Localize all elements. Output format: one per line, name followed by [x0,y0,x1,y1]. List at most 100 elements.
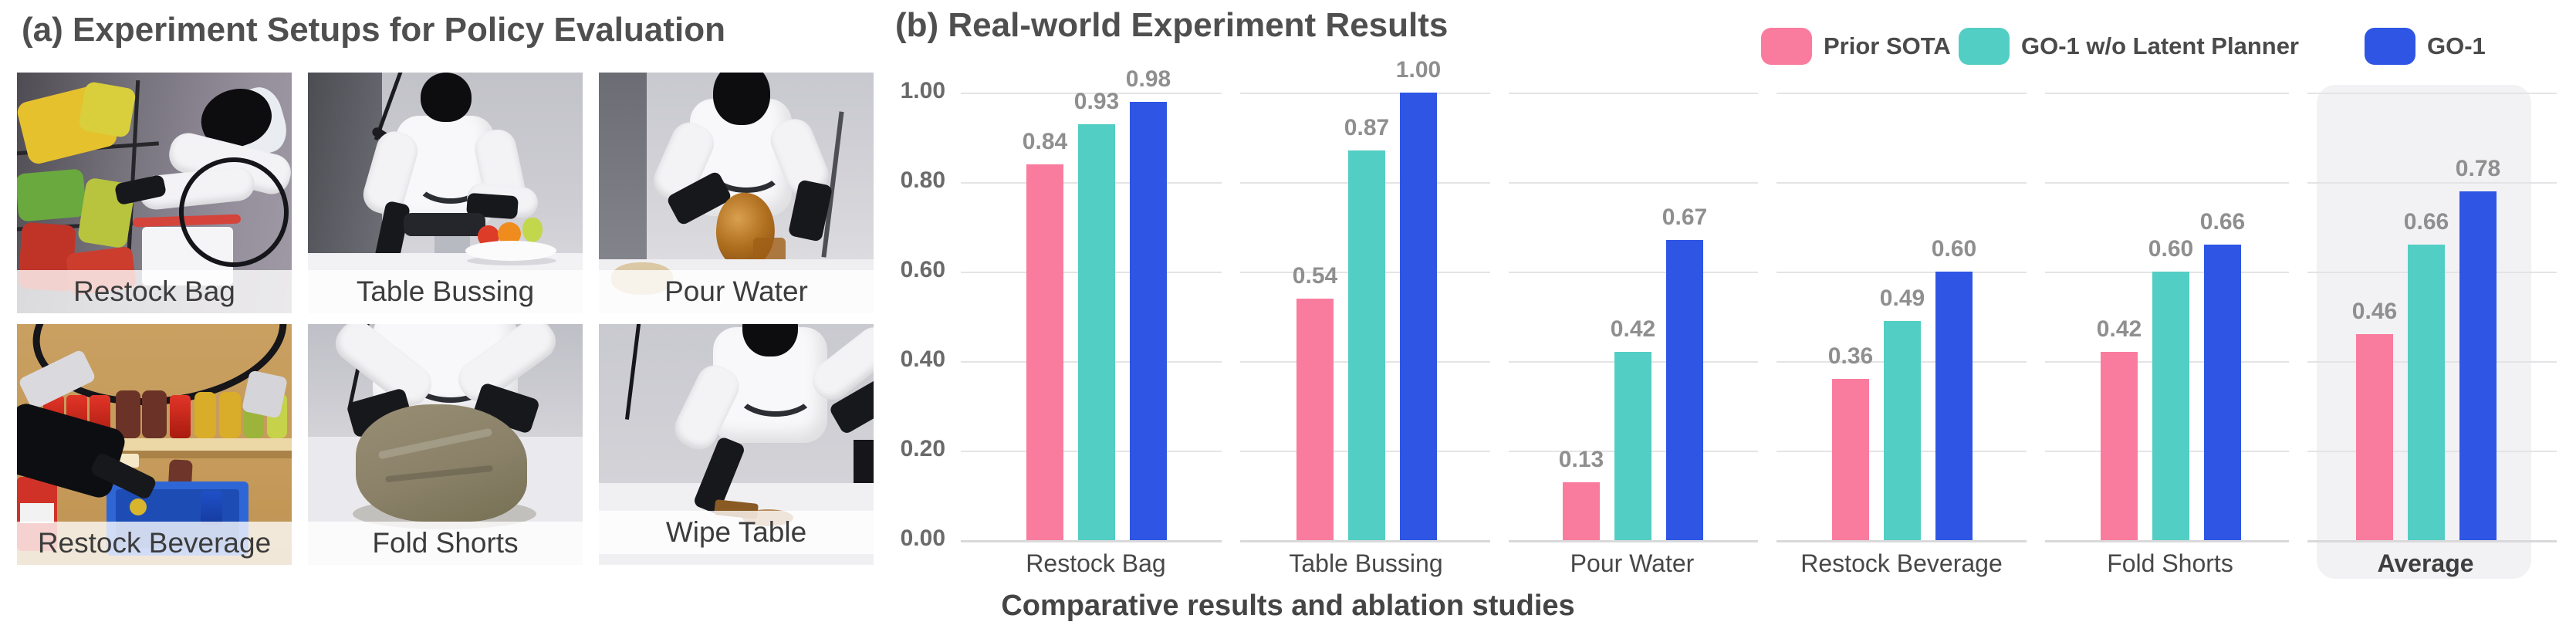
bar-restock-bag [1026,164,1063,540]
robot-chest-arc [708,147,784,193]
bar-value-label: 0.93 [1073,89,1120,114]
shorts-shape [356,404,527,522]
photo-table-bussing: Table Bussing [308,73,583,313]
y-axis-tick: 0.40 [900,346,945,372]
can-label [20,503,54,523]
bar-value-label: 0.42 [1610,316,1656,342]
bar-fold-shorts [2152,272,2189,540]
gridline [1776,272,2027,273]
gridline [1776,540,2027,542]
plot-area: 1.00 0.80 0.60 0.40 0.20 0.00 0.84 0.93 0.98 Rest… [901,57,2557,577]
beverage-can [170,395,191,438]
bar-value-label: 0.98 [1125,66,1171,92]
legend-swatch-go1-wo-latent-planner [1959,28,2010,65]
gridline [2045,540,2289,542]
bar-table-bussing [1348,150,1385,540]
bar-value-label: 0.66 [2403,209,2449,235]
bar-table-bussing [1400,93,1437,540]
mic-stand [624,324,642,420]
robot-waist-band [404,213,485,236]
gridline [2307,93,2557,94]
y-axis-tick: 0.00 [900,525,945,551]
y-axis-tick: 0.20 [900,436,945,461]
robot-chest-arc [735,367,816,417]
bar-value-label: 0.66 [2199,209,2246,235]
gridline [1508,540,1758,542]
y-axis-tick: 0.60 [900,257,945,282]
legend-swatch-go1 [2365,28,2415,65]
figure-caption: Comparative results and ablation studies [1001,590,1575,622]
legend-item-prior-sota: Prior SOTA [1761,28,1951,65]
photo-pour-water: Pour Water [599,73,874,313]
legend-label: GO-1 [2427,32,2486,59]
bar-value-label: 0.13 [1558,447,1604,472]
bar-value-label: 0.42 [2096,316,2142,342]
bar-fold-shorts [2204,245,2241,540]
bar-value-label: 0.36 [1827,343,1874,369]
photo-restock-bag: Restock Bag [17,73,292,313]
bar-value-label: 0.87 [1344,115,1390,140]
gridline [1240,540,1490,542]
bar-average [2356,334,2393,540]
legend-label: Prior SOTA [1824,32,1951,59]
gridline [2045,182,2289,184]
y-axis-tick: 0.80 [900,167,945,193]
fruit-bowl [465,241,556,261]
bar-restock-beverage [1832,379,1869,540]
photo-fold-shorts: Fold Shorts [308,324,583,565]
bar-pour-water [1563,482,1600,540]
bar-average [2408,245,2445,540]
x-axis-label: Table Bussing [1289,549,1443,577]
photo-label: Table Bussing [308,270,583,313]
fruit-pear [522,218,543,242]
bar-restock-beverage [1935,272,1973,540]
bar-table-bussing [1296,299,1334,540]
photo-label: Fold Shorts [308,522,583,565]
panel-b-title: (b) Real-world Experiment Results [895,6,1449,44]
snack-bag-shape [17,168,87,222]
x-axis-label: Pour Water [1570,549,1695,577]
bar-value-label: 0.60 [2148,236,2194,262]
beverage-bottle [194,392,216,438]
bar-value-label: 0.49 [1879,286,1925,311]
photo-label: Restock Bag [17,270,292,313]
experiment-photo-grid: Restock Bag Table Bussing [17,73,874,565]
photo-label: Wipe Table [599,511,874,554]
gridline [2045,93,2289,94]
photo-label: Restock Beverage [17,522,292,565]
beverage-bottle [219,392,241,438]
bar-pour-water [1614,352,1651,540]
bar-value-label: 1.00 [1395,57,1442,83]
bar-restock-bag [1130,102,1167,540]
bar-average [2459,191,2497,540]
x-axis-label: Restock Beverage [1800,549,2003,577]
legend-item-go1: GO-1 [2365,28,2486,65]
pepsi-can [201,491,222,525]
legend-label: GO-1 w/o Latent Planner [2021,32,2299,59]
gridline [961,540,1222,542]
gridline [961,93,1222,94]
gridline [2307,540,2557,542]
gridline [1508,93,1758,94]
legend-swatch-prior-sota [1761,28,1812,65]
gridline [1508,182,1758,184]
gridline [1776,93,2027,94]
gridline [1508,272,1758,273]
x-axis-label: Fold Shorts [2107,549,2233,577]
bar-pour-water [1666,240,1703,540]
snack-bag-shape [77,80,137,139]
robot-chest-arc [414,159,487,204]
bar-value-label: 0.78 [2455,156,2501,181]
bar-value-label: 0.60 [1931,236,1977,262]
photo-label: Pour Water [599,270,874,313]
gridline [2307,182,2557,184]
gridline [1776,182,2027,184]
bar-value-label: 0.54 [1292,263,1338,289]
photo-restock-beverage: Restock Beverage [17,324,292,565]
bar-value-label: 0.67 [1662,204,1708,230]
x-axis-label: Restock Bag [1026,549,1166,577]
bar-restock-bag [1078,124,1115,540]
shelf-shadow [17,451,292,458]
robot-chest-arc [407,350,495,403]
